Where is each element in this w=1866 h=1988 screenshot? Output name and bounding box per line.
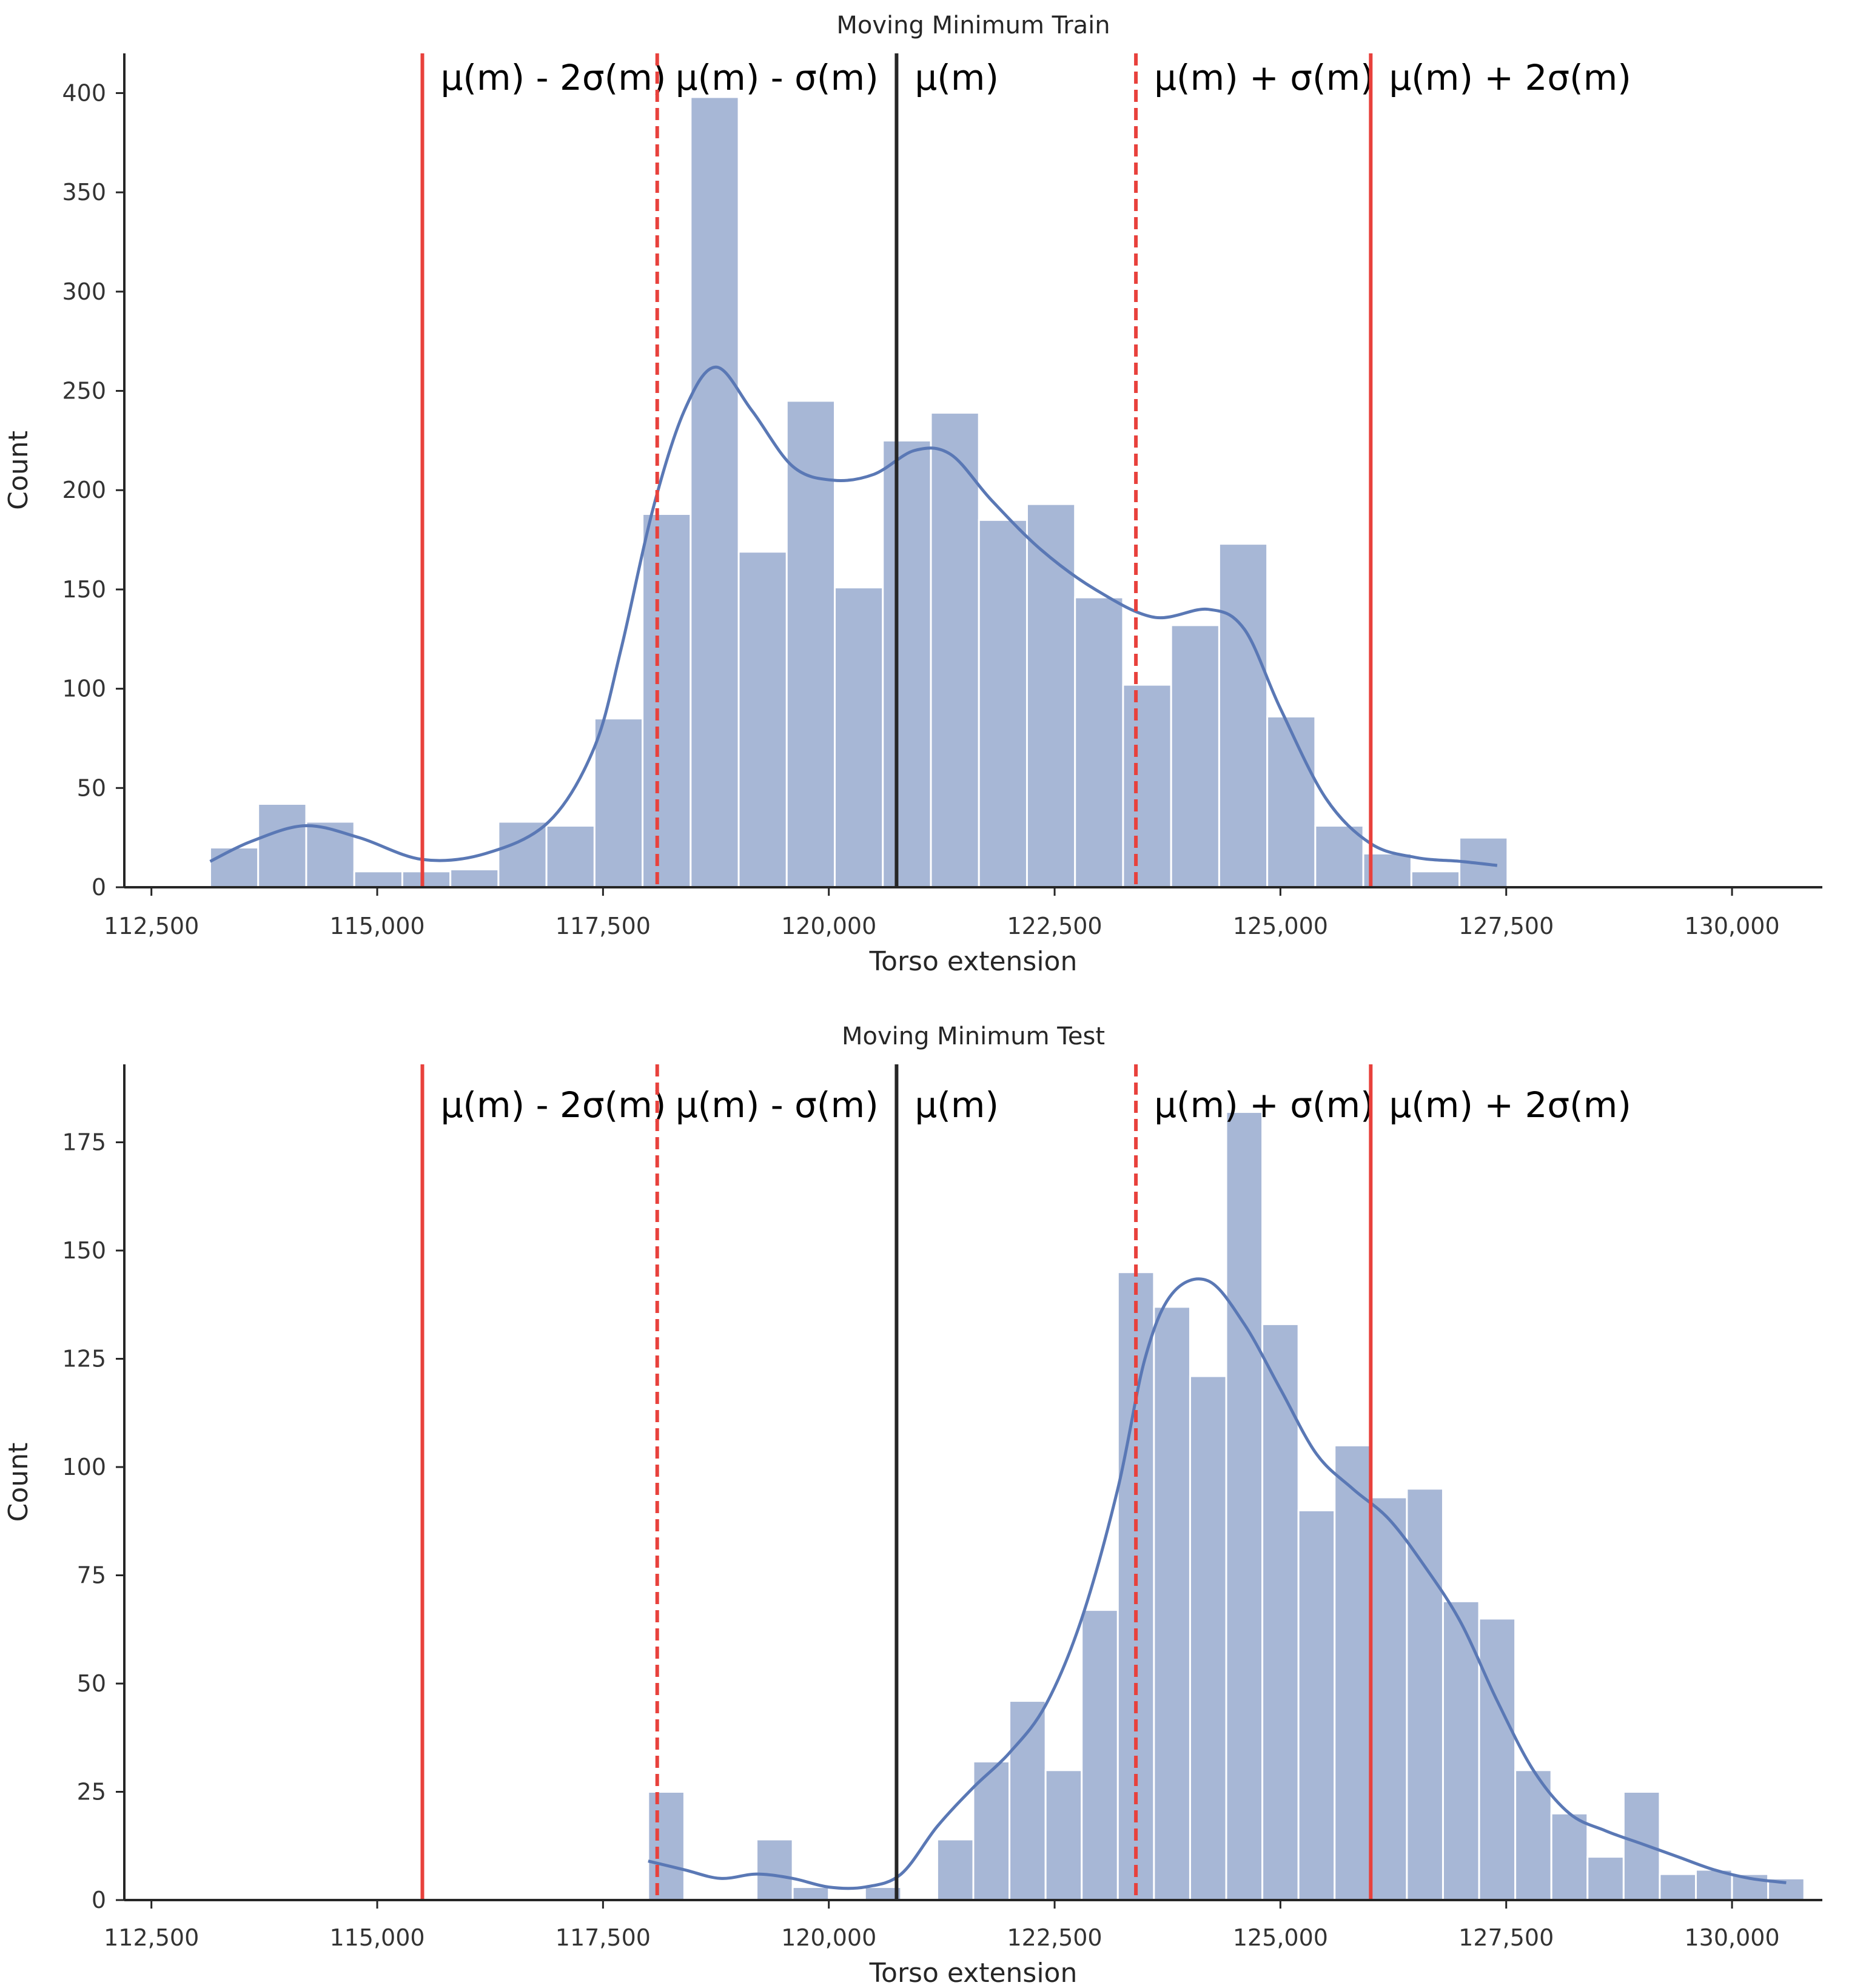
train-bar	[1122, 683, 1172, 888]
train-x-axis-label: Torso extension	[869, 946, 1078, 977]
test-bar	[1189, 1375, 1227, 1901]
test-vline-label: μ(m)	[915, 1084, 999, 1126]
test-y-tick-label: 125	[62, 1346, 106, 1372]
train-bar	[401, 870, 452, 888]
train-y-tick-label: 50	[77, 774, 106, 801]
test-bar	[1369, 1496, 1408, 1901]
test-x-tick-label: 120,000	[781, 1924, 876, 1951]
test-bar	[1550, 1812, 1589, 1901]
train-y-tick-label: 250	[62, 378, 106, 405]
test-y-tick-label: 150	[62, 1237, 106, 1264]
test-x-tick-label: 117,500	[555, 1924, 651, 1951]
train-x-tick-label: 130,000	[1684, 913, 1779, 939]
test-bar	[1622, 1791, 1661, 1901]
train-vline-label: μ(m)	[915, 57, 999, 98]
test-bar	[1225, 1111, 1264, 1901]
test-y-tick-label: 100	[62, 1454, 106, 1480]
train-kde-curve	[209, 365, 1498, 867]
train-y-tick-label: 350	[62, 179, 106, 206]
test-x-tick-label: 115,000	[329, 1924, 425, 1951]
train-bar	[1025, 503, 1076, 888]
test-vline-label: μ(m) - σ(m)	[676, 1084, 879, 1126]
train-bar	[690, 96, 740, 888]
test-y-tick-label: 175	[62, 1129, 106, 1156]
train-chart: μ(m) - 2σ(m) μ(m) - σ(m) μ(m) μ(m) + σ(m) μ(…	[3, 12, 1822, 977]
train-y-tick-label: 150	[62, 576, 106, 603]
train-x-tick-label: 120,000	[781, 913, 876, 939]
test-vline-label: μ(m) + 2σ(m)	[1389, 1084, 1631, 1126]
test-y-tick-label: 50	[77, 1670, 106, 1697]
train-y-tick-label: 200	[62, 477, 106, 503]
train-bar	[305, 821, 355, 888]
train-x-tick-label: 122,500	[1007, 913, 1102, 939]
train-vline-label: μ(m) - σ(m)	[676, 57, 879, 98]
test-bar	[1478, 1617, 1517, 1901]
test-bar	[791, 1886, 830, 1901]
train-bar	[737, 551, 788, 888]
train-chart-title: Moving Minimum Train	[836, 12, 1110, 39]
train-y-tick-label: 0	[92, 874, 106, 901]
test-vline-label: μ(m) + σ(m)	[1154, 1084, 1374, 1126]
train-bar	[1266, 715, 1317, 888]
test-y-tick-label: 25	[77, 1779, 106, 1805]
train-x-tick-label: 125,000	[1233, 913, 1328, 939]
train-bar	[497, 821, 548, 888]
test-bar	[1334, 1444, 1372, 1901]
train-bar	[353, 870, 403, 888]
test-x-axis-label: Torso extension	[869, 1958, 1078, 1988]
train-bar	[882, 439, 932, 888]
test-x-tick-label: 125,000	[1233, 1924, 1328, 1951]
test-y-tick-label: 75	[77, 1562, 106, 1589]
test-bar	[756, 1838, 794, 1901]
train-bar	[1170, 624, 1220, 888]
test-x-tick-label: 130,000	[1684, 1924, 1779, 1951]
test-bar	[1659, 1873, 1697, 1901]
train-vline-label: μ(m) + 2σ(m)	[1389, 57, 1631, 98]
test-x-tick-label: 112,500	[104, 1924, 199, 1951]
train-bar	[978, 519, 1028, 888]
train-x-tick-label: 112,500	[104, 913, 199, 939]
train-bars	[209, 96, 1509, 888]
train-bar	[834, 586, 884, 888]
train-bar	[1074, 596, 1124, 888]
train-x-tick-label: 115,000	[329, 913, 425, 939]
train-x-tick-label: 117,500	[555, 913, 651, 939]
test-bar	[1081, 1609, 1119, 1901]
train-bar	[593, 717, 644, 888]
test-bar	[647, 1791, 685, 1901]
test-bar	[1297, 1509, 1336, 1901]
train-y-tick-label: 400	[62, 79, 106, 106]
train-bar	[449, 868, 500, 888]
test-bars	[647, 1111, 1805, 1901]
test-bar	[1044, 1769, 1083, 1901]
test-x-tick-label: 122,500	[1007, 1924, 1102, 1951]
train-y-tick-label: 100	[62, 676, 106, 702]
train-bar	[209, 847, 260, 888]
test-x-tick-label: 127,500	[1458, 1924, 1554, 1951]
train-bar	[642, 513, 692, 888]
test-chart-title: Moving Minimum Test	[842, 1023, 1105, 1050]
test-chart: μ(m) - 2σ(m) μ(m) - σ(m) μ(m) μ(m) + σ(m) μ(…	[3, 1023, 1822, 1988]
train-bar	[1314, 825, 1364, 888]
test-vline-label: μ(m) - 2σ(m)	[440, 1084, 666, 1126]
train-y-axis-label: Count	[3, 431, 34, 510]
train-y-tick-label: 300	[62, 278, 106, 305]
test-bar	[1153, 1306, 1191, 1901]
train-bar	[545, 825, 596, 888]
train-bar	[257, 803, 307, 888]
test-y-axis-label: Count	[3, 1443, 34, 1522]
train-bar	[930, 412, 980, 888]
train-bar	[1410, 870, 1461, 888]
train-bar	[785, 400, 836, 888]
test-bar	[936, 1838, 975, 1901]
train-x-tick-label: 127,500	[1458, 913, 1554, 939]
train-vline-label: μ(m) - 2σ(m)	[440, 57, 666, 98]
test-y-tick-label: 0	[92, 1887, 106, 1913]
test-kde-curve	[648, 1277, 1787, 1890]
test-bar	[1586, 1856, 1625, 1901]
train-bar	[1218, 543, 1269, 888]
train-vline-label: μ(m) + σ(m)	[1154, 57, 1374, 98]
